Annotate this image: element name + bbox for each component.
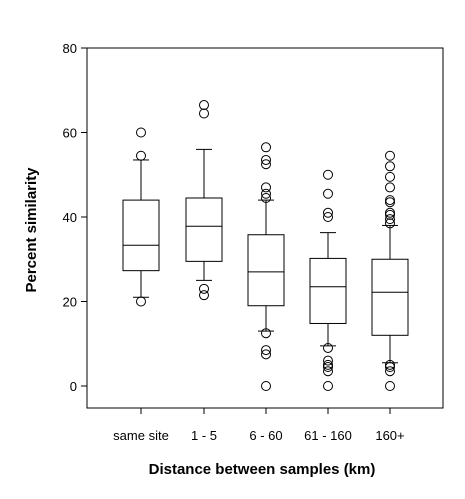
box-iqr: [309, 257, 347, 324]
outlier-point: [199, 283, 209, 294]
outlier-point: [136, 150, 146, 161]
outlier-point: [385, 150, 395, 161]
y-axis-title: Percent similarity: [23, 167, 40, 293]
outlier-point: [385, 171, 395, 182]
outlier-point: [323, 366, 333, 377]
outlier-point: [136, 296, 146, 307]
outlier-point: [323, 342, 333, 353]
outlier-point: [261, 192, 271, 203]
box-iqr: [247, 234, 285, 307]
outlier-point: [385, 381, 395, 391]
x-tick-label-1: 1 - 5: [191, 428, 217, 443]
outlier-point: [199, 108, 209, 119]
box-series: [122, 100, 409, 391]
x-tick-label-3: 61 - 160: [304, 428, 352, 443]
outlier-point: [323, 355, 333, 366]
y-tick-label-40: 40: [63, 210, 77, 225]
box-iqr: [122, 199, 160, 272]
outlier-point: [385, 207, 395, 218]
outlier-point: [261, 328, 271, 339]
box-iqr: [185, 197, 223, 262]
outlier-point: [199, 100, 209, 111]
box-group-3: [309, 169, 347, 391]
outlier-point: [261, 182, 271, 193]
outlier-point: [385, 218, 395, 229]
y-axis: 0 20 40 60 80: [63, 41, 87, 394]
outlier-point: [385, 366, 395, 377]
outlier-point: [261, 188, 271, 199]
outlier-point: [385, 197, 395, 208]
y-tick-label-0: 0: [70, 379, 77, 394]
outlier-point: [323, 381, 333, 391]
outlier-point: [199, 290, 209, 301]
x-tick-label-4: 160+: [375, 428, 404, 443]
outlier-point: [323, 169, 333, 180]
outlier-point: [323, 359, 333, 370]
x-axis: same site 1 - 5 6 - 60 61 - 160 160+: [113, 408, 405, 443]
outlier-point: [261, 142, 271, 153]
x-tick-label-0: same site: [113, 428, 169, 443]
plot-area-frame: [86, 47, 444, 409]
box-group-4: [371, 150, 409, 391]
y-tick-label-20: 20: [63, 295, 77, 310]
outlier-point: [385, 359, 395, 370]
outlier-point: [136, 127, 146, 138]
outlier-point: [261, 345, 271, 356]
x-tick-label-2: 6 - 60: [249, 428, 282, 443]
box-iqr: [371, 258, 409, 336]
outlier-point: [261, 381, 271, 391]
outlier-point: [323, 207, 333, 218]
outlier-point: [385, 161, 395, 172]
box-group-0: [122, 127, 160, 307]
outlier-point: [385, 214, 395, 225]
box-group-2: [247, 142, 285, 391]
x-axis-title: Distance between samples (km): [149, 461, 376, 478]
outlier-point: [261, 154, 271, 165]
outlier-point: [385, 195, 395, 206]
outlier-point: [261, 159, 271, 170]
outlier-point: [323, 212, 333, 222]
outlier-point: [323, 188, 333, 199]
outlier-point: [261, 349, 271, 360]
box-group-1: [185, 100, 223, 301]
outlier-point: [385, 182, 395, 193]
y-tick-label-60: 60: [63, 126, 77, 141]
y-tick-label-80: 80: [63, 41, 77, 56]
